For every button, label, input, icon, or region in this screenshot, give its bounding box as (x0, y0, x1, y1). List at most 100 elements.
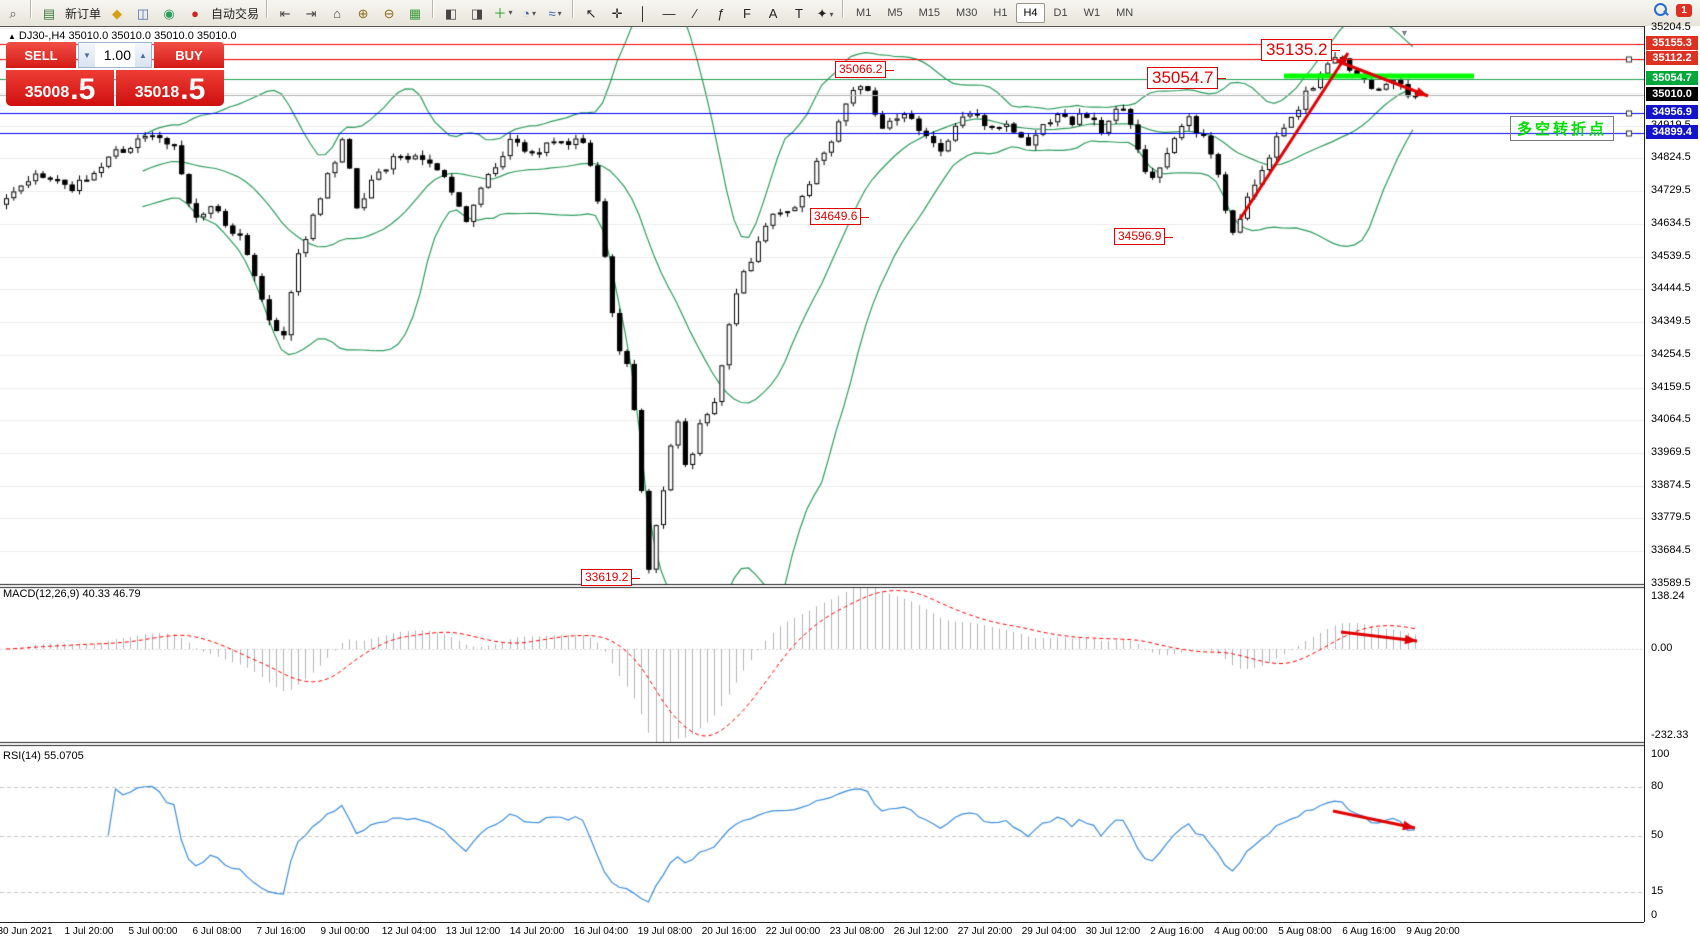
timeframe-d1[interactable]: D1 (1053, 7, 1068, 19)
text-tool-icon[interactable]: A (768, 6, 778, 21)
time-axis-label: 5 Jul 00:00 (128, 926, 178, 937)
zoom-out-icon[interactable]: ⊖ (383, 6, 395, 21)
time-axis-label: 30 Jun 2021 (0, 926, 53, 937)
macd-axis-label: 138.24 (1651, 590, 1685, 603)
time-axis-label: 4 Aug 00:00 (1214, 926, 1268, 937)
price-tick-label: 33589.5 (1651, 576, 1691, 589)
fibonacci-tool-icon[interactable]: F (743, 6, 751, 21)
toolbar-separator (432, 0, 435, 18)
volume-value[interactable]: 1.00 (103, 47, 131, 63)
macd-label: MACD(12,26,9) 40.33 46.79 (3, 588, 141, 600)
chart-shift-left-icon[interactable]: ⇤ (279, 6, 291, 21)
autotrading-label[interactable]: 自动交易 (211, 7, 260, 21)
timeframe-mn[interactable]: MN (1116, 7, 1134, 19)
price-callout-label[interactable]: 35066.2 (835, 61, 895, 78)
indicators-icon[interactable]: ＋ ▾ (493, 6, 513, 21)
price-chart-canvas[interactable] (0, 27, 1644, 923)
toolbar-separator (266, 0, 269, 18)
rsi-axis-label: 100 (1651, 748, 1670, 760)
price-callout-label[interactable]: 34596.9 (1114, 228, 1174, 245)
volume-increase-button[interactable]: ▲ (135, 43, 151, 67)
bid-price[interactable]: 35008 .5 (6, 70, 114, 106)
signals-icon[interactable]: ◉ (163, 6, 175, 21)
price-callout-label[interactable]: 35054.7 (1147, 67, 1227, 89)
macd-axis-label: 0.00 (1651, 642, 1673, 654)
chart-shift-right-icon[interactable]: ⇥ (305, 6, 317, 21)
timeframe-m30[interactable]: M30 (956, 7, 978, 19)
sell-button[interactable]: SELL (6, 42, 76, 68)
main-toolbar: ⌕ ▤ 新订单 ◆ ◫ ◉ ● 自动交易 ⇤ ⇥ ⌂ ⊕ ⊖ ▦ ◧ ◨ ＋ ▾ ◔ ▾ ≈ ▾ ↖ ✛ │ — ∕ ƒ F A T ✦ ▾ M… (0, 0, 1700, 27)
rsi-axis-label: 0 (1651, 909, 1658, 921)
price-tick-label: 34064.5 (1651, 413, 1691, 426)
time-axis-label: 9 Jul 00:00 (320, 926, 370, 937)
zoom-in-icon[interactable]: ⊕ (357, 6, 369, 21)
candle-chart-icon[interactable]: ◨ (470, 6, 484, 21)
dropdown-caret-icon: ▾ (508, 8, 513, 17)
price-tick-label: 33779.5 (1651, 511, 1691, 524)
bid-main-digits: 35008 (24, 84, 70, 101)
price-callout-label[interactable]: 35135.2 (1261, 39, 1341, 61)
time-axis[interactable]: 30 Jun 2021 1 Jul 20:00 5 Jul 00:00 6 Jul 0… (0, 922, 1644, 942)
time-axis-label: 9 Aug 20:00 (1406, 926, 1460, 937)
buy-button[interactable]: BUY (154, 42, 224, 68)
navigator-icon[interactable]: ⌕ (9, 6, 17, 21)
price-tick-label: 34824.5 (1651, 151, 1691, 164)
time-axis-label: 30 Jul 12:00 (1085, 926, 1141, 937)
price-level-badge: 35054.7 (1646, 71, 1698, 86)
horizontal-line-tool-icon[interactable]: — (662, 6, 676, 21)
toolbar-separator (572, 0, 575, 18)
ask-price[interactable]: 35018 .5 (116, 70, 224, 106)
price-callout-label[interactable]: 34649.6 (810, 208, 870, 225)
symbol-marker-icon: ▲ (8, 32, 16, 41)
symbol-ohlc-header: ▲ DJ30-,H4 35010.0 35010.0 35010.0 35010.… (8, 30, 237, 42)
rsi-label: RSI(14) 55.0705 (3, 750, 84, 762)
timeframe-h1[interactable]: H1 (993, 7, 1008, 19)
new-order-label[interactable]: 新订单 (65, 7, 102, 21)
templates-icon[interactable]: ≈ ▾ (548, 6, 562, 21)
price-callout-label[interactable]: 33619.2 (581, 569, 641, 586)
time-axis-label: 29 Jul 04:00 (1021, 926, 1077, 937)
new-order-icon[interactable]: ▤ (42, 6, 56, 21)
timeframe-w1[interactable]: W1 (1083, 7, 1101, 19)
cursor-tool-icon[interactable]: ↖ (585, 6, 597, 21)
equidistant-channel-tool-icon[interactable]: ƒ (717, 6, 725, 21)
auto-scroll-icon[interactable]: ⌂ (333, 6, 341, 21)
chat-notification-icon[interactable]: 1 (1676, 3, 1692, 17)
text-label-tool-icon[interactable]: T (795, 6, 803, 21)
arrows-tool-icon[interactable]: ✦ ▾ (816, 6, 834, 21)
timeframe-m1[interactable]: M1 (856, 7, 872, 19)
time-axis-label: 26 Jul 12:00 (893, 926, 949, 937)
price-tick-label: 35204.5 (1651, 20, 1691, 33)
turning-point-note[interactable]: 多空转折点 (1510, 116, 1615, 141)
crosshair-tool-icon[interactable]: ✛ (611, 6, 623, 21)
timeframe-m15[interactable]: M15 (918, 7, 940, 19)
chart-shift-marker-icon[interactable]: ▼ (1400, 28, 1409, 38)
metaeditor-icon[interactable]: ◫ (136, 6, 150, 21)
timeframe-h4[interactable]: H4 (1016, 3, 1045, 23)
trendline-tool-icon[interactable]: ∕ (693, 6, 697, 21)
volume-decrease-button[interactable]: ▼ (79, 43, 95, 67)
time-axis-label: 6 Jul 08:00 (192, 926, 242, 937)
time-axis-label: 22 Jul 00:00 (765, 926, 821, 937)
price-tick-label: 34729.5 (1651, 184, 1691, 197)
bar-chart-icon[interactable]: ◧ (444, 6, 458, 21)
vertical-line-tool-icon[interactable]: │ (638, 6, 648, 21)
price-level-badge: 35010.0 (1646, 86, 1698, 101)
time-axis-label: 20 Jul 16:00 (701, 926, 757, 937)
timeframe-m5[interactable]: M5 (887, 7, 903, 19)
period-icon[interactable]: ◔ ▾ (522, 6, 536, 21)
price-axis[interactable]: 35204.535109.535014.534919.534824.534729… (1644, 21, 1700, 922)
autotrading-icon[interactable]: ● (191, 6, 199, 21)
price-level-badge: 34899.4 (1646, 124, 1698, 139)
history-center-icon[interactable]: ◆ (112, 6, 123, 21)
volume-stepper[interactable]: ▼ 1.00 ▲ (78, 42, 152, 68)
search-icon[interactable] (1654, 3, 1669, 17)
time-axis-label: 27 Jul 20:00 (957, 926, 1013, 937)
ask-big-digit: .5 (180, 73, 206, 106)
time-axis-label: 16 Jul 04:00 (573, 926, 629, 937)
ask-main-digits: 35018 (134, 84, 180, 101)
tile-windows-icon[interactable]: ▦ (408, 6, 422, 21)
chart-panes[interactable]: 35066.2 35054.7 35135.2 34649.6 34596.9 33619… (0, 26, 1644, 923)
price-level-badge: 35112.2 (1646, 51, 1698, 66)
